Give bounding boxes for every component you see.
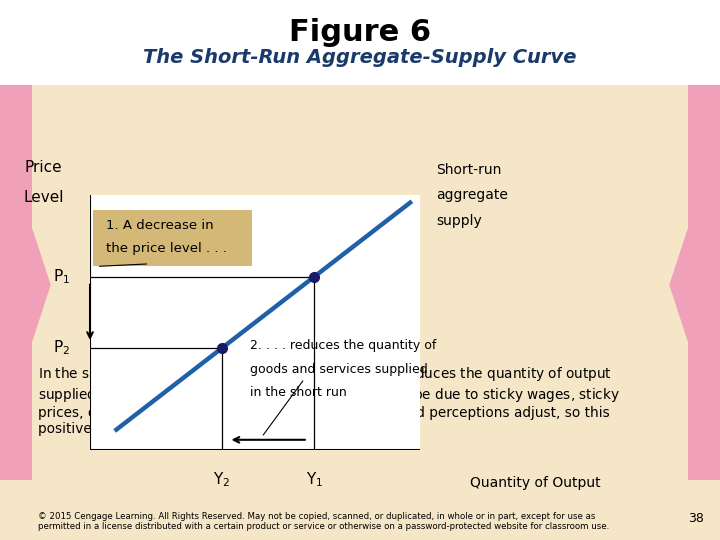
Text: 2. . . . reduces the quantity of: 2. . . . reduces the quantity of [250,339,436,352]
Text: in the short run: in the short run [250,387,346,400]
Text: The Short-Run Aggregate-Supply Curve: The Short-Run Aggregate-Supply Curve [143,48,577,67]
Text: 1. A decrease in: 1. A decrease in [107,219,214,232]
FancyBboxPatch shape [94,210,252,266]
FancyBboxPatch shape [0,85,720,540]
Text: In the short run, a fall in the price level from P$_1$ to P$_2$ reduces the quan: In the short run, a fall in the price le… [38,365,620,436]
Text: Level: Level [24,190,64,205]
Text: Short-run: Short-run [436,163,502,177]
Text: Figure 6: Figure 6 [289,18,431,47]
Polygon shape [0,230,50,340]
FancyBboxPatch shape [0,0,720,85]
Text: goods and services supplied: goods and services supplied [250,362,427,375]
Text: © 2015 Cengage Learning. All Rights Reserved. May not be copied, scanned, or dup: © 2015 Cengage Learning. All Rights Rese… [38,512,609,531]
Text: Y$_2$: Y$_2$ [213,470,230,489]
FancyBboxPatch shape [0,85,32,480]
Text: supply: supply [436,213,482,227]
FancyBboxPatch shape [688,85,720,480]
Text: P$_2$: P$_2$ [53,339,71,357]
Text: the price level . . .: the price level . . . [107,242,228,255]
Text: Y$_1$: Y$_1$ [306,470,323,489]
Polygon shape [670,230,720,340]
Text: aggregate: aggregate [436,188,508,202]
Text: P$_1$: P$_1$ [53,267,71,286]
Text: Quantity of Output: Quantity of Output [470,476,600,489]
Text: Price: Price [25,160,63,174]
Text: 38: 38 [688,512,704,525]
